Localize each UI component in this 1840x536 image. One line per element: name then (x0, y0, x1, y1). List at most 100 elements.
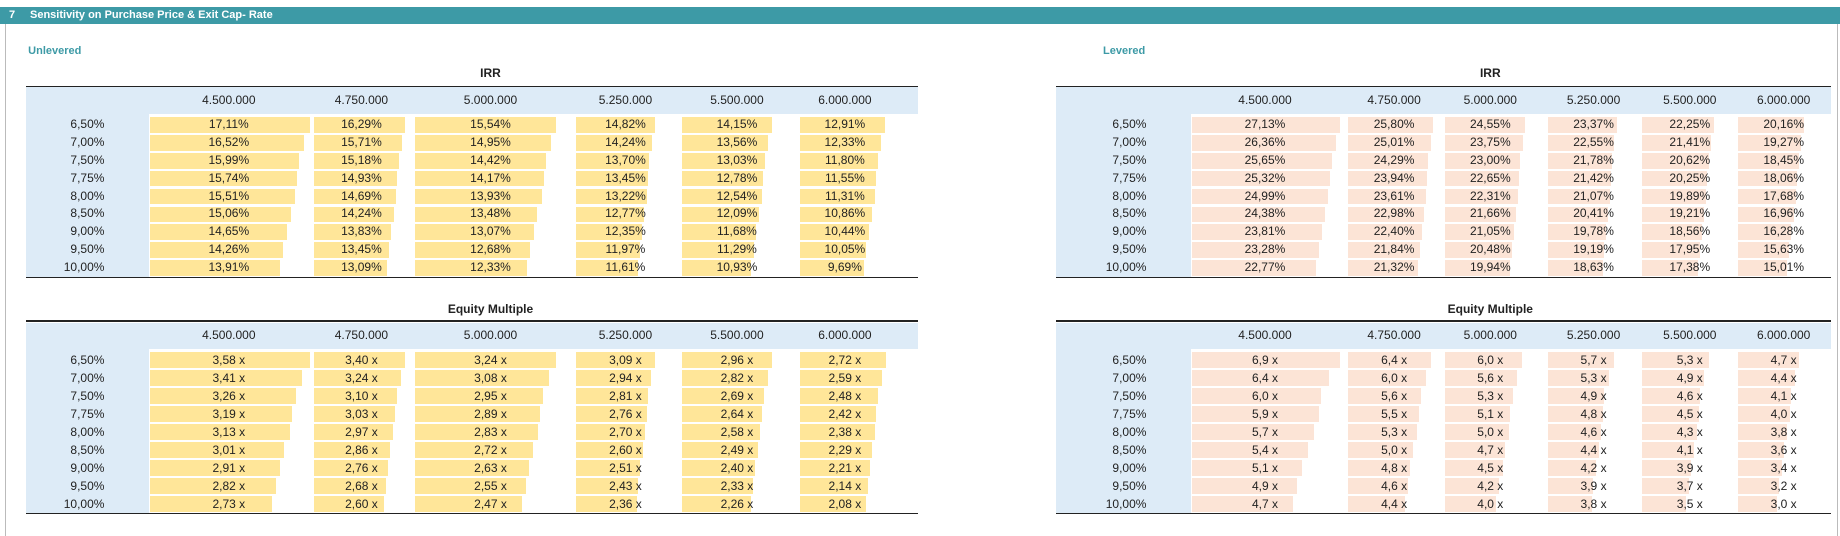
data-bar (800, 424, 876, 440)
data-bar (314, 406, 395, 422)
cell-value: 12,54% (716, 188, 758, 203)
cell-value: 5,6 x (1381, 388, 1408, 403)
cell-value: 12,78% (716, 170, 758, 185)
data-bar (1444, 206, 1516, 222)
cell-value: 10,93% (716, 259, 758, 274)
data-bar (1737, 170, 1798, 187)
data-bar (576, 188, 647, 205)
data-bar (1444, 242, 1512, 258)
data-bar (1737, 242, 1790, 258)
cell-value: 11,31% (824, 188, 865, 203)
row-label: 7,75% (70, 170, 105, 185)
cell-value: 13,45% (605, 170, 646, 185)
cell-value: 4,7 x (1770, 352, 1797, 367)
data-bar (1192, 478, 1298, 494)
cell-value: 3,5 x (1676, 496, 1703, 511)
cell-value: 5,3 x (1477, 388, 1504, 403)
cell-value: 19,27% (1763, 135, 1805, 149)
data-bar (415, 170, 544, 187)
cell-value: 4,0 x (1477, 496, 1504, 511)
data-bar (576, 388, 649, 404)
data-bar (150, 188, 295, 205)
data-bar (150, 206, 291, 222)
cell-value: 19,78% (1573, 224, 1614, 239)
row-label: 9,00% (1112, 224, 1147, 239)
data-bar (1547, 388, 1605, 404)
column-header: 5.250.000 (598, 92, 653, 107)
data-bar (800, 388, 879, 404)
data-bar (681, 135, 769, 151)
cell-value: 2,36 x (609, 496, 642, 511)
cell-value: 23,61% (1373, 188, 1415, 203)
cell-value: 13,91% (208, 259, 250, 274)
table-title: IRR (480, 65, 501, 80)
cell-value: 3,03 x (345, 406, 378, 421)
data-bar (681, 460, 755, 476)
cell-value: 2,86 x (345, 442, 378, 457)
data-bar (415, 406, 541, 422)
cell-value: 4,9 x (1580, 388, 1607, 403)
cell-value: 5,4 x (1251, 442, 1278, 457)
cell-value: 3,41 x (212, 370, 246, 385)
cell-value: 14,17% (470, 170, 511, 185)
row-label: 6,50% (1112, 117, 1147, 132)
cell-value: 20,41% (1573, 206, 1614, 221)
data-bar (1444, 406, 1511, 422)
cell-value: 23,37% (1573, 117, 1614, 132)
cell-value: 2,33 x (720, 478, 754, 493)
cell-value: 2,59 x (828, 370, 862, 385)
cell-value: 14,95% (470, 135, 511, 149)
row-label: 10,00% (63, 496, 105, 511)
cell-value: 12,91% (824, 117, 866, 132)
column-header: 4.750.000 (1367, 327, 1421, 342)
data-bar (1641, 352, 1710, 368)
column-header: 4.500.000 (202, 92, 256, 107)
cell-value: 4,5 x (1477, 460, 1504, 475)
data-bar (314, 170, 398, 187)
data-bar (1641, 206, 1704, 222)
data-bar (1547, 424, 1601, 440)
right-border (1837, 24, 1838, 536)
cell-value: 5,1 x (1477, 406, 1504, 421)
label-column-bg (25, 113, 150, 277)
data-bar (415, 370, 549, 386)
data-bar (800, 260, 865, 276)
cell-value: 15,74% (208, 170, 250, 185)
cell-value: 13,93% (470, 188, 511, 203)
cell-value: 5,0 x (1477, 424, 1504, 439)
row-label: 8,50% (70, 206, 105, 221)
data-bar (1192, 206, 1326, 222)
data-bar (576, 442, 643, 458)
column-header: 5.500.000 (1663, 92, 1717, 107)
data-bar (1444, 496, 1497, 512)
data-bar (1348, 188, 1426, 205)
data-bar (800, 460, 870, 476)
data-bar (681, 224, 757, 240)
cell-value: 5,3 x (1580, 370, 1607, 385)
row-label: 10,00% (1105, 259, 1147, 274)
data-bar (576, 224, 643, 240)
cell-value: 2,58 x (720, 424, 754, 439)
row-label: 8,00% (1112, 424, 1147, 439)
data-bar (1641, 117, 1714, 133)
column-header: 5.000.000 (1463, 327, 1517, 342)
data-bar (1547, 352, 1614, 368)
cell-value: 6,0 x (1251, 388, 1278, 403)
data-bar (1641, 496, 1687, 512)
cell-value: 3,0 x (1770, 496, 1797, 511)
cell-value: 2,76 x (345, 460, 378, 475)
cell-value: 15,63% (1763, 242, 1805, 257)
cell-value: 3,40 x (345, 352, 378, 367)
cell-value: 13,70% (605, 152, 646, 167)
cell-value: 10,44% (824, 224, 866, 239)
data-bar (415, 260, 528, 276)
cell-value: 4,5 x (1676, 406, 1703, 421)
column-header: 4.500.000 (202, 327, 256, 342)
row-label: 9,50% (70, 242, 105, 257)
cell-value: 6,0 x (1381, 370, 1408, 385)
cell-value: 23,81% (1244, 224, 1286, 239)
data-bar (1348, 406, 1420, 422)
cell-value: 6,9 x (1251, 352, 1278, 367)
cell-value: 4,6 x (1676, 388, 1703, 403)
